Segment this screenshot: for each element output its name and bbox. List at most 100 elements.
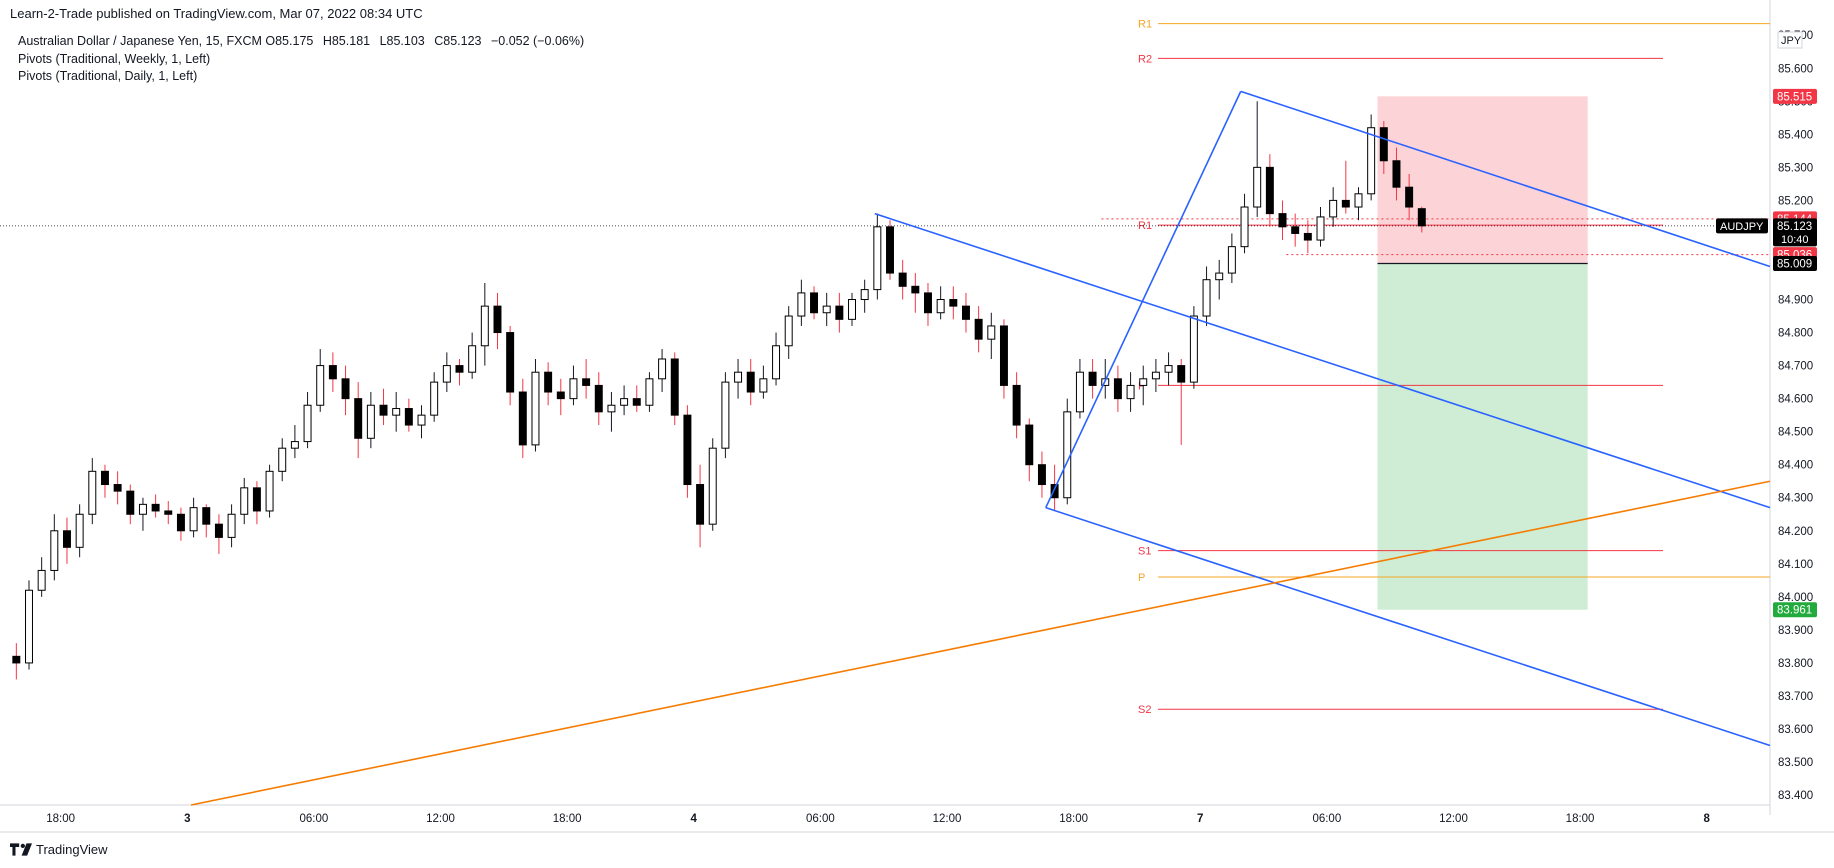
candle-body [392, 408, 401, 416]
tradingview-logo-icon [10, 843, 32, 856]
stop-loss-zone [1377, 96, 1588, 264]
candle-body [658, 358, 667, 380]
candle-body [1177, 365, 1186, 383]
symbol-label: AUDJPY [1720, 221, 1764, 233]
pivot-label-s2-weekly: S2 [1138, 704, 1151, 716]
candle-body [430, 381, 439, 416]
candle-body [1202, 279, 1211, 317]
candle-body [278, 447, 287, 472]
candle-body [252, 487, 261, 512]
candle-body [607, 404, 616, 413]
candle-body [417, 414, 426, 426]
candle-body [772, 345, 781, 380]
candle-body [341, 378, 350, 400]
candle-body [1329, 199, 1338, 218]
candle-body [670, 358, 679, 416]
countdown-label: 10:40 [1781, 234, 1809, 246]
candle-body [1354, 193, 1363, 208]
candle-body [1189, 315, 1198, 383]
candle-body [835, 305, 844, 320]
candle-body [594, 384, 603, 413]
symbol-label-box [1716, 218, 1768, 234]
price-tick-label: 84.800 [1778, 328, 1813, 340]
candle-body [88, 470, 97, 515]
candle-body [366, 404, 375, 439]
candle-body [1139, 378, 1148, 386]
candle-body [303, 404, 312, 443]
candle-body [493, 305, 502, 334]
time-tick-label: 18:00 [46, 813, 75, 825]
price-tick-label: 84.100 [1778, 559, 1813, 571]
price-tick-label: 84.700 [1778, 361, 1813, 373]
pivot-label-r1-daily: R1 [1138, 19, 1152, 31]
candle-body [721, 381, 730, 449]
currency-box [1777, 31, 1803, 49]
price-tick-label: 83.500 [1778, 757, 1813, 769]
candle-body [1253, 166, 1262, 208]
candle-body [189, 507, 198, 532]
candle-body [746, 371, 755, 393]
price-label-value: 85.515 [1777, 91, 1812, 103]
candle-body [924, 292, 932, 314]
price-tick-label: 84.000 [1778, 592, 1813, 604]
price-tick-label: 83.700 [1778, 691, 1813, 703]
pivots-weekly-legend[interactable]: Pivots (Traditional, Weekly, 1, Left) [18, 52, 211, 66]
price-label-box [1773, 256, 1817, 272]
price-tick-label: 83.900 [1778, 625, 1813, 637]
candle-body [1025, 424, 1034, 466]
open-key: O [265, 34, 276, 48]
price-label-85-009: 85.009 [1773, 256, 1817, 272]
low-key: L [379, 34, 387, 48]
symbol-legend[interactable]: Australian Dollar / Japanese Yen, 15, FX… [18, 34, 584, 48]
candle-body [113, 484, 122, 492]
candle-body [632, 398, 641, 406]
trendline-channel-upper [874, 212, 1771, 509]
candle-body [455, 365, 464, 373]
time-tick-label: 7 [1197, 813, 1203, 825]
price-tick-label: 84.900 [1778, 295, 1813, 307]
candle-body [1379, 127, 1388, 162]
candle-body [316, 365, 325, 406]
price-tick-label: 84.600 [1778, 394, 1813, 406]
currency-tag: JPY [1777, 31, 1803, 49]
price-label-85-515: 85.515 [1773, 88, 1817, 104]
pivots-daily-legend[interactable]: Pivots (Traditional, Daily, 1, Left) [18, 69, 198, 83]
candle-body [759, 378, 768, 393]
candle-body [290, 441, 299, 449]
price-label-value: 83.961 [1777, 605, 1812, 617]
publish-header: Learn-2-Trade published on TradingView.c… [10, 6, 423, 21]
trendline-pattern-upper [1240, 90, 1771, 268]
time-tick-label: 3 [184, 813, 190, 825]
candle-body [1164, 365, 1173, 373]
price-tick-label: 84.400 [1778, 460, 1813, 472]
close-value: 85.123 [443, 34, 482, 48]
time-tick-label: 12:00 [1439, 813, 1468, 825]
close-key: C [434, 34, 444, 48]
time-tick-label: 18:00 [1566, 813, 1595, 825]
candle-body [620, 398, 629, 406]
candle-body [708, 447, 717, 525]
candle-body [138, 503, 147, 515]
candle-body [848, 299, 856, 320]
price-tick-label: 83.600 [1778, 724, 1813, 736]
price-tick-label: 85.200 [1778, 195, 1813, 207]
publish-info: Learn-2-Trade published on TradingView.c… [10, 6, 423, 21]
high-key: H [322, 34, 332, 48]
candle-body [214, 523, 223, 538]
candle-body [1316, 216, 1325, 241]
candle-body [569, 378, 578, 400]
candle-body [164, 510, 173, 515]
candle-body [1240, 206, 1249, 248]
candle-body [50, 530, 59, 571]
candle-body [544, 371, 553, 393]
candle-body [683, 414, 692, 486]
brand-name: TradingView [36, 842, 108, 857]
candle-body [1215, 272, 1224, 281]
candle-body [12, 655, 21, 664]
candle-body [734, 371, 743, 383]
candle-body [62, 530, 71, 548]
time-tick-label: 8 [1703, 813, 1710, 825]
price-tick-label: 85.600 [1778, 63, 1813, 75]
